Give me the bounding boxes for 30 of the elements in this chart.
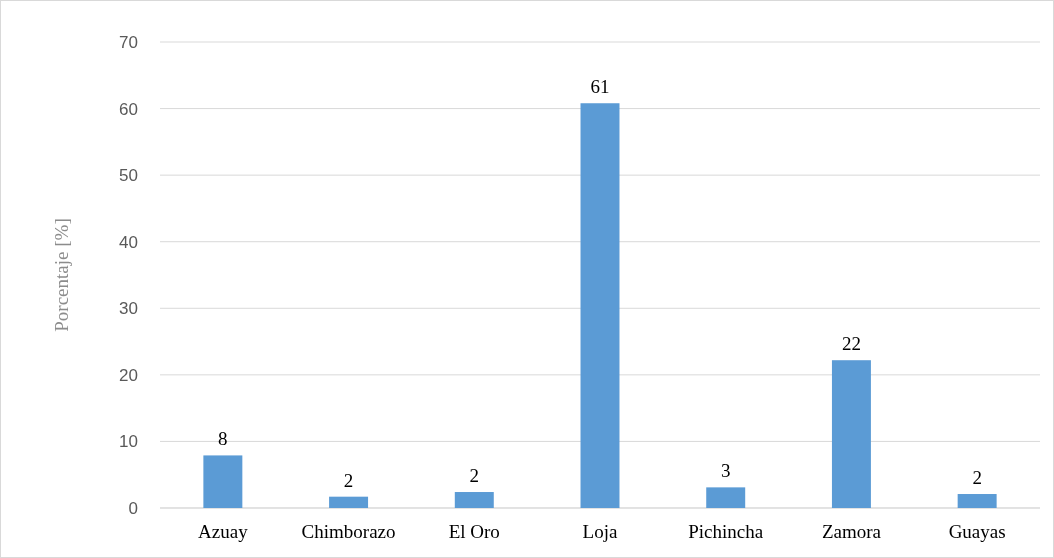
bar — [329, 496, 369, 508]
y-tick-label: 70 — [119, 32, 138, 52]
x-tick-label: Chimborazo — [301, 521, 396, 542]
x-tick-label: Azuay — [198, 521, 249, 542]
x-tick-label: El Oro — [448, 521, 500, 542]
bar — [706, 487, 746, 508]
x-tick-label: Guayas — [948, 521, 1006, 542]
y-tick-label: 50 — [119, 166, 138, 186]
y-tick-label: 40 — [119, 232, 138, 252]
data-label: 22 — [841, 333, 861, 355]
bar — [580, 103, 620, 508]
bar — [831, 360, 871, 508]
data-label: 2 — [343, 469, 354, 491]
y-tick-label: 60 — [119, 99, 138, 119]
y-axis-title: Porcentaje [%] — [51, 218, 72, 332]
bar — [957, 494, 997, 508]
x-tick-label: Loja — [582, 521, 618, 542]
data-label: 2 — [972, 467, 982, 489]
y-tick-label: 0 — [128, 498, 138, 518]
y-tick-label: 20 — [119, 365, 138, 385]
data-label: 2 — [469, 465, 480, 487]
bar — [203, 455, 243, 508]
data-label: 8 — [218, 428, 228, 450]
bar — [454, 492, 494, 508]
x-tick-label: Zamora — [821, 521, 882, 542]
data-label: 61 — [590, 76, 610, 98]
y-tick-label: 30 — [119, 299, 138, 319]
y-tick-label: 10 — [119, 432, 138, 452]
data-label: 3 — [720, 460, 731, 482]
x-tick-label: Pichincha — [688, 521, 764, 542]
